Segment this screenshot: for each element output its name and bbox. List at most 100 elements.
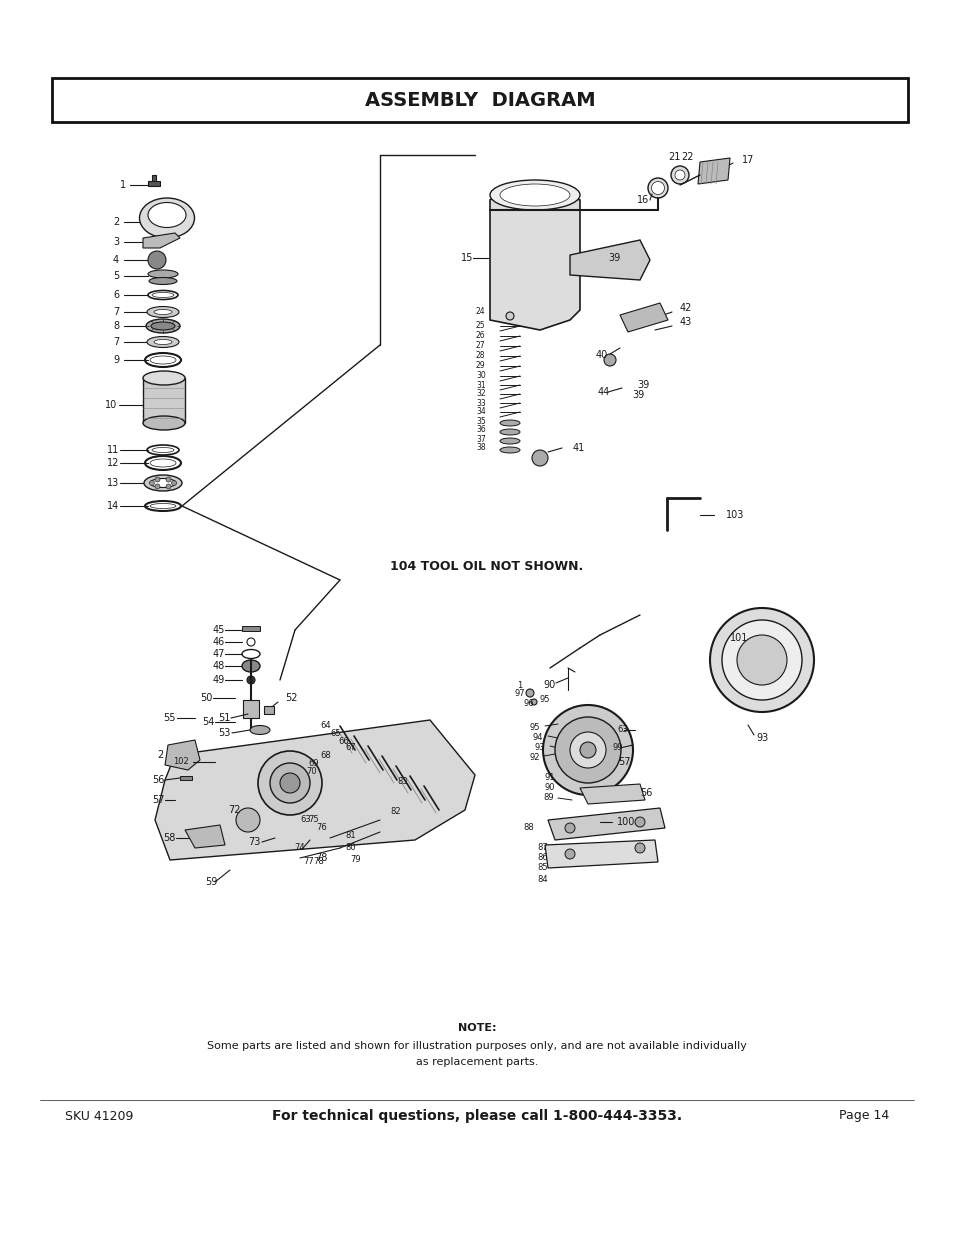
Text: 56: 56 <box>639 788 652 798</box>
Circle shape <box>564 848 575 860</box>
Text: 63: 63 <box>617 725 627 735</box>
Text: SKU 41209: SKU 41209 <box>65 1109 133 1123</box>
Text: 92: 92 <box>530 753 540 762</box>
Text: 33: 33 <box>476 399 485 408</box>
Circle shape <box>148 251 166 269</box>
Ellipse shape <box>152 293 173 298</box>
Text: 78: 78 <box>313 857 323 867</box>
Circle shape <box>280 773 299 793</box>
Ellipse shape <box>242 659 260 672</box>
Text: 56: 56 <box>152 776 164 785</box>
Bar <box>152 175 156 182</box>
Circle shape <box>154 484 160 489</box>
Bar <box>180 776 192 781</box>
Circle shape <box>569 732 605 768</box>
Text: 95: 95 <box>530 724 540 732</box>
Circle shape <box>525 689 534 697</box>
Circle shape <box>247 676 254 684</box>
Text: 73: 73 <box>248 837 260 847</box>
Text: 44: 44 <box>598 387 610 396</box>
Text: 47: 47 <box>213 650 225 659</box>
Text: 2: 2 <box>112 217 119 227</box>
Text: 17: 17 <box>741 156 754 165</box>
Ellipse shape <box>499 438 519 445</box>
Text: 90: 90 <box>544 783 555 793</box>
Text: 101: 101 <box>729 634 747 643</box>
Text: 51: 51 <box>218 713 230 722</box>
Circle shape <box>603 354 616 366</box>
Ellipse shape <box>499 184 569 206</box>
Text: 10: 10 <box>105 400 117 410</box>
Text: 78: 78 <box>314 853 327 863</box>
Text: 53: 53 <box>218 727 230 739</box>
Text: 5: 5 <box>112 270 119 282</box>
Text: 41: 41 <box>573 443 584 453</box>
Text: 80: 80 <box>345 844 355 852</box>
Text: 48: 48 <box>213 661 225 671</box>
Text: 14: 14 <box>107 501 119 511</box>
Circle shape <box>579 742 596 758</box>
Circle shape <box>166 477 171 482</box>
Text: 72: 72 <box>228 805 240 815</box>
Text: 7: 7 <box>112 337 119 347</box>
Text: 13: 13 <box>107 478 119 488</box>
Text: 28: 28 <box>476 352 485 361</box>
Text: ASSEMBLY  DIAGRAM: ASSEMBLY DIAGRAM <box>364 90 595 110</box>
Text: 52: 52 <box>285 693 297 703</box>
Text: 67: 67 <box>345 743 355 752</box>
Ellipse shape <box>143 370 185 385</box>
Text: 84: 84 <box>537 876 547 884</box>
Circle shape <box>532 450 547 466</box>
Text: 49: 49 <box>213 676 225 685</box>
Circle shape <box>542 705 633 795</box>
Polygon shape <box>579 784 644 804</box>
Text: 21: 21 <box>667 152 679 162</box>
Ellipse shape <box>146 319 180 333</box>
Polygon shape <box>185 825 225 848</box>
Text: Some parts are listed and shown for illustration purposes only, and are not avai: Some parts are listed and shown for illu… <box>207 1041 746 1051</box>
Text: 77: 77 <box>303 857 314 867</box>
Text: 40: 40 <box>596 350 608 359</box>
Text: 6: 6 <box>112 290 119 300</box>
Text: 100: 100 <box>617 818 635 827</box>
Circle shape <box>531 699 537 705</box>
Text: For technical questions, please call 1-800-444-3353.: For technical questions, please call 1-8… <box>272 1109 681 1123</box>
Polygon shape <box>698 158 729 184</box>
Text: 4: 4 <box>112 254 119 266</box>
Circle shape <box>270 763 310 803</box>
Text: 32: 32 <box>476 389 485 399</box>
Circle shape <box>150 480 154 485</box>
Text: 3: 3 <box>112 237 119 247</box>
Text: 64: 64 <box>319 721 331 730</box>
Polygon shape <box>143 233 180 248</box>
Text: 7: 7 <box>112 308 119 317</box>
Text: 71: 71 <box>299 776 311 784</box>
Text: 12: 12 <box>107 458 119 468</box>
Text: 39: 39 <box>631 390 643 400</box>
Ellipse shape <box>153 340 172 345</box>
Circle shape <box>555 718 620 783</box>
Text: 81: 81 <box>345 831 355 841</box>
Ellipse shape <box>143 416 185 430</box>
Ellipse shape <box>150 356 175 364</box>
Text: 2: 2 <box>157 750 163 760</box>
Polygon shape <box>547 808 664 840</box>
Text: 102: 102 <box>172 757 189 767</box>
Circle shape <box>172 480 176 485</box>
Ellipse shape <box>152 447 173 452</box>
Ellipse shape <box>144 475 182 492</box>
Text: 69: 69 <box>308 760 318 768</box>
Circle shape <box>257 751 322 815</box>
Text: 29: 29 <box>476 362 485 370</box>
Text: 83: 83 <box>396 778 407 787</box>
Text: 89: 89 <box>542 794 553 803</box>
Text: 76: 76 <box>315 824 327 832</box>
Circle shape <box>166 484 171 489</box>
Bar <box>243 700 258 718</box>
Text: 31: 31 <box>476 380 485 389</box>
Ellipse shape <box>148 203 186 227</box>
Text: 74: 74 <box>294 844 304 852</box>
Text: 66: 66 <box>337 737 349 746</box>
Text: 38: 38 <box>476 443 485 452</box>
Text: 59: 59 <box>205 877 217 887</box>
